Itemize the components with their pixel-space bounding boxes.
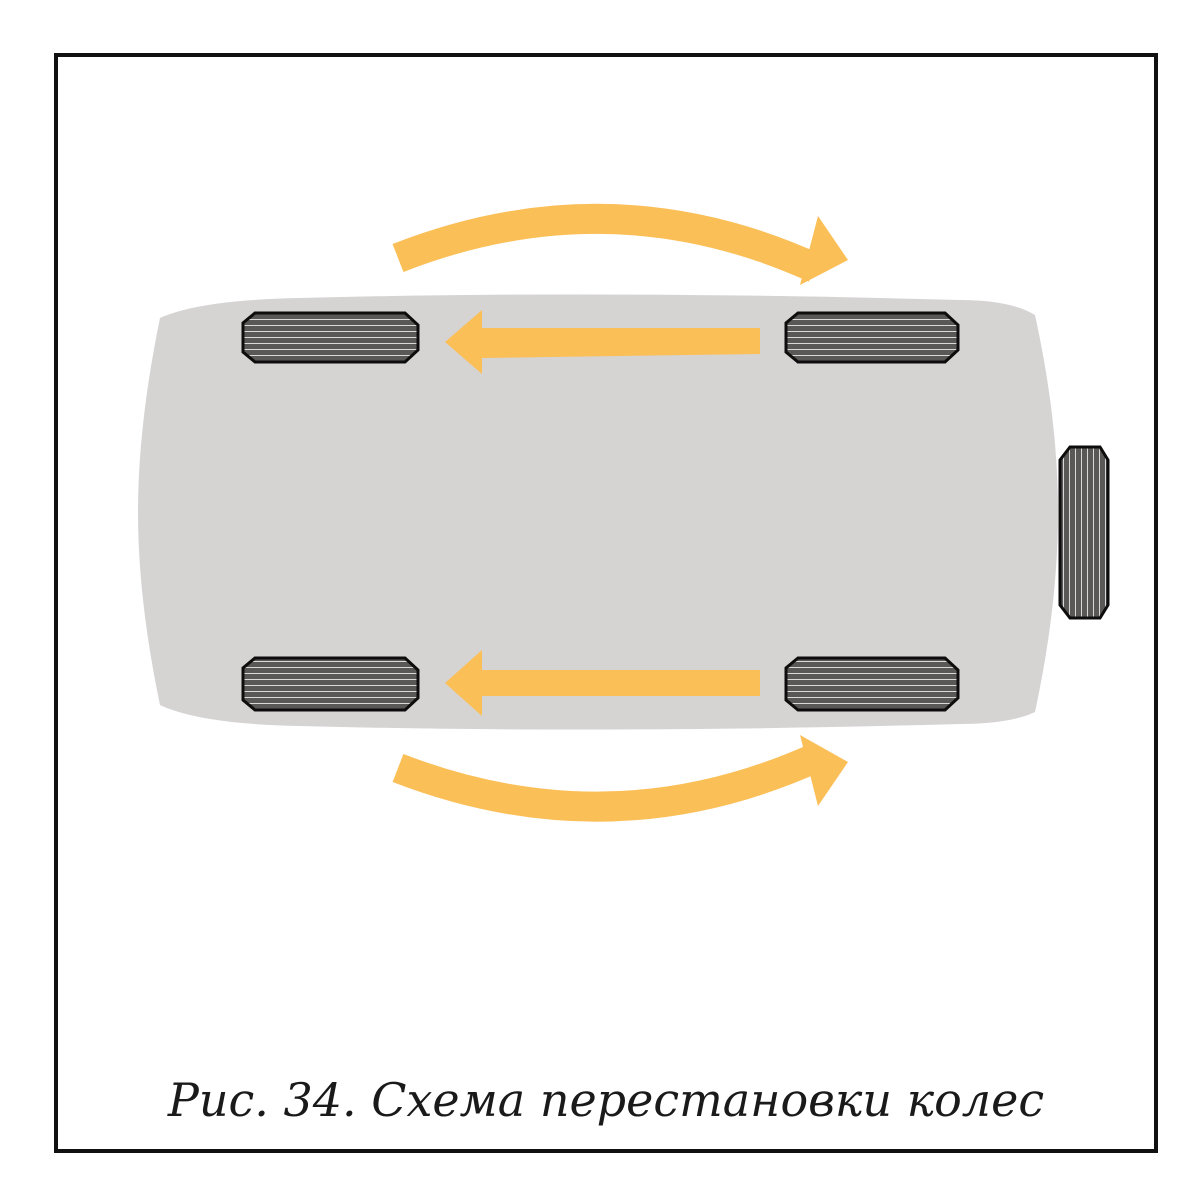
tire-icon [784,656,960,712]
bottom-curved-arrow [392,735,848,822]
car-body [138,294,1058,730]
figure-caption: Рис. 34. Схема перестановки колес [167,1073,1045,1127]
tire-icon [241,656,420,712]
bottom-straight-arrow [445,650,760,716]
spare-tire-icon [1058,445,1110,620]
tire-icon [241,311,420,364]
top-curved-arrow [392,203,848,285]
top-straight-arrow [445,310,760,374]
tire-icon [784,311,960,364]
